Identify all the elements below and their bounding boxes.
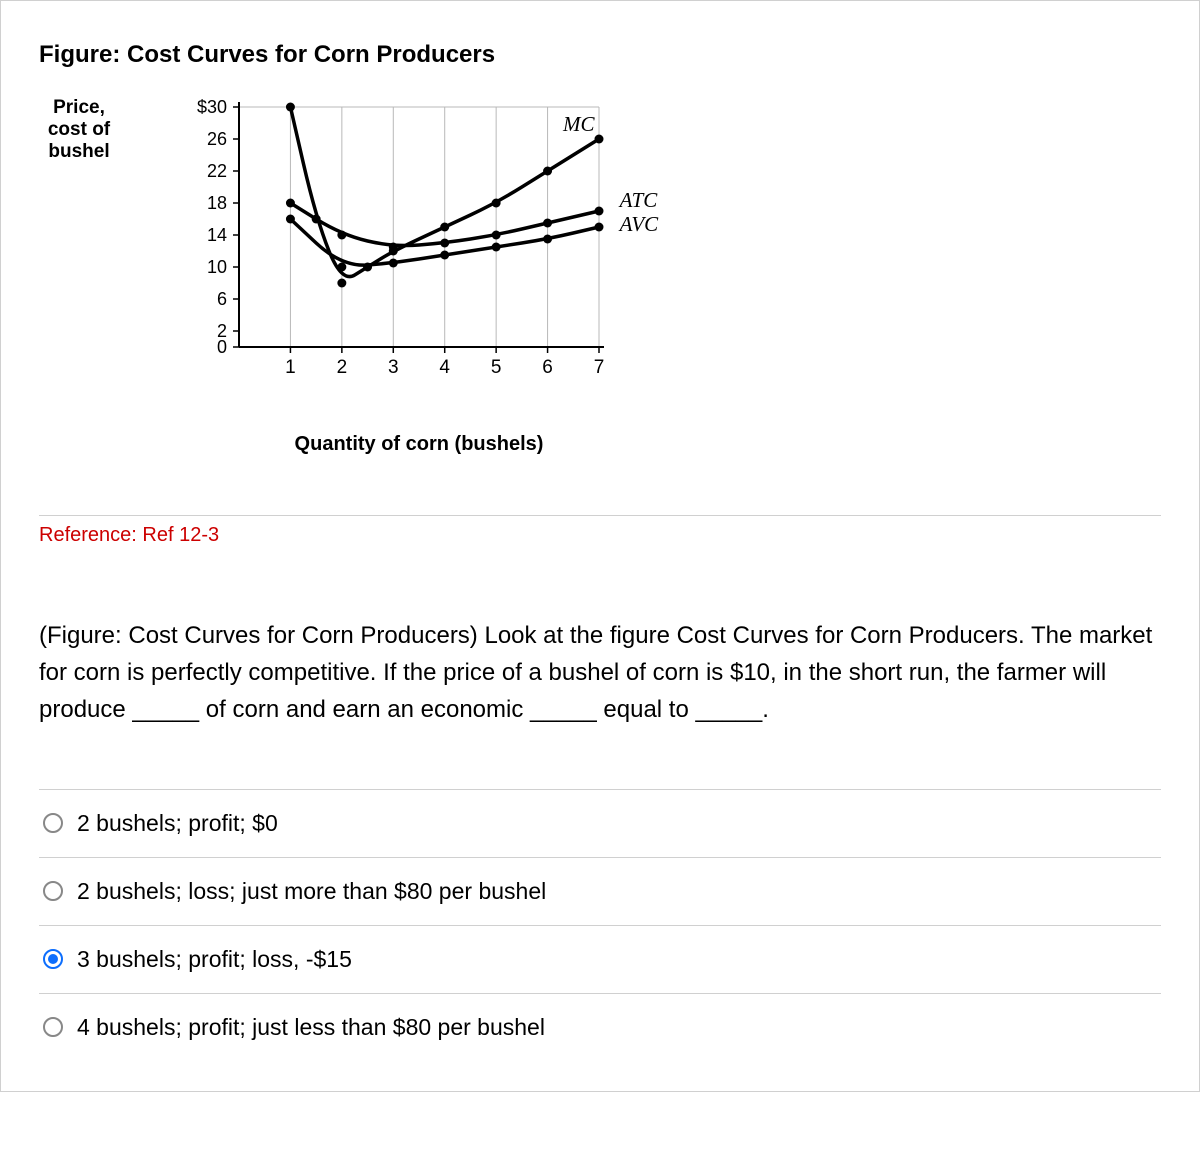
svg-text:MC: MC [562, 112, 595, 136]
question-text: (Figure: Cost Curves for Corn Producers)… [39, 617, 1161, 729]
radio-icon [43, 813, 63, 833]
option-1[interactable]: 2 bushels; profit; $0 [39, 790, 1161, 858]
option-2[interactable]: 2 bushels; loss; just more than $80 per … [39, 858, 1161, 926]
option-label: 3 bushels; profit; loss, -$15 [77, 946, 352, 973]
question-card: Figure: Cost Curves for Corn Producers P… [0, 0, 1200, 1092]
svg-text:18: 18 [207, 193, 227, 213]
cost-curves-chart: $3026221814106201234567MCATCAVC [119, 97, 659, 437]
options-list: 2 bushels; profit; $0 2 bushels; loss; j… [39, 789, 1161, 1061]
y-axis-title: Price, cost of bushel [39, 97, 119, 163]
svg-text:10: 10 [207, 257, 227, 277]
option-label: 4 bushels; profit; just less than $80 pe… [77, 1014, 545, 1041]
svg-text:14: 14 [207, 225, 227, 245]
option-4[interactable]: 4 bushels; profit; just less than $80 pe… [39, 994, 1161, 1061]
svg-text:$30: $30 [197, 97, 227, 117]
radio-icon [43, 881, 63, 901]
figure-title: Figure: Cost Curves for Corn Producers [39, 41, 1161, 69]
svg-text:6: 6 [217, 289, 227, 309]
x-axis-title: Quantity of corn (bushels) [239, 433, 599, 456]
svg-text:AVC: AVC [618, 212, 659, 236]
chart-area: Price, cost of bushel $30262218141062012… [39, 97, 1161, 497]
option-label: 2 bushels; profit; $0 [77, 810, 278, 837]
reference-text: Reference: Ref 12-3 [39, 515, 1161, 547]
radio-icon [43, 1017, 63, 1037]
option-label: 2 bushels; loss; just more than $80 per … [77, 878, 546, 905]
svg-text:26: 26 [207, 129, 227, 149]
svg-text:22: 22 [207, 161, 227, 181]
svg-text:5: 5 [491, 357, 502, 378]
option-3[interactable]: 3 bushels; profit; loss, -$15 [39, 926, 1161, 994]
svg-text:6: 6 [542, 357, 553, 378]
svg-text:3: 3 [388, 357, 399, 378]
svg-text:1: 1 [285, 357, 296, 378]
svg-text:0: 0 [217, 337, 227, 357]
svg-text:4: 4 [439, 357, 450, 378]
svg-text:2: 2 [337, 357, 348, 378]
svg-text:7: 7 [594, 357, 605, 378]
svg-text:ATC: ATC [618, 188, 659, 212]
radio-icon [43, 949, 63, 969]
